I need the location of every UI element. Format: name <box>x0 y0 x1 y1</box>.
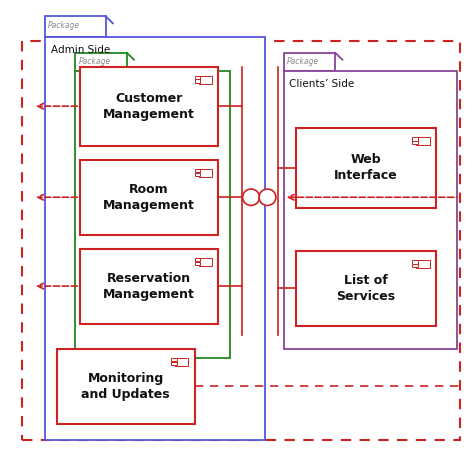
Text: Package: Package <box>48 21 80 30</box>
Circle shape <box>259 189 276 206</box>
Bar <box>199 169 212 177</box>
Text: Reservation
Management: Reservation Management <box>103 272 195 301</box>
Text: Package: Package <box>79 57 111 65</box>
Bar <box>296 251 436 326</box>
Text: Web
Interface: Web Interface <box>334 154 398 183</box>
Bar <box>412 260 418 264</box>
Bar <box>195 79 201 83</box>
Text: Customer
Management: Customer Management <box>103 92 195 121</box>
Circle shape <box>243 189 259 206</box>
Text: Admin Side: Admin Side <box>51 45 110 55</box>
Bar <box>199 76 212 84</box>
Bar <box>195 76 201 79</box>
Bar <box>75 53 127 71</box>
Bar <box>175 358 188 366</box>
Bar <box>21 41 459 440</box>
Bar <box>195 258 201 261</box>
Bar <box>171 358 177 361</box>
Text: Room
Management: Room Management <box>103 183 195 212</box>
Bar <box>57 349 195 424</box>
Bar <box>45 37 265 440</box>
Bar <box>45 17 106 37</box>
Bar <box>417 137 429 145</box>
Bar <box>199 258 212 266</box>
Bar <box>417 260 429 268</box>
Bar <box>412 264 418 267</box>
Bar <box>171 362 177 365</box>
Bar <box>412 141 418 144</box>
Bar <box>80 249 218 324</box>
Text: Monitoring
and Updates: Monitoring and Updates <box>82 372 170 401</box>
Bar <box>195 261 201 265</box>
Bar <box>80 66 218 146</box>
Bar <box>75 71 230 358</box>
Text: Package: Package <box>287 57 319 65</box>
Bar <box>296 128 436 208</box>
Text: Crews’ Side: Crews’ Side <box>81 79 142 89</box>
Text: Clients’ Side: Clients’ Side <box>290 79 355 89</box>
Bar <box>284 53 336 71</box>
Bar <box>80 160 218 235</box>
Text: List of
Services: List of Services <box>336 274 395 303</box>
Bar <box>412 137 418 141</box>
Bar <box>195 169 201 172</box>
Bar <box>195 173 201 176</box>
Bar <box>284 71 457 349</box>
